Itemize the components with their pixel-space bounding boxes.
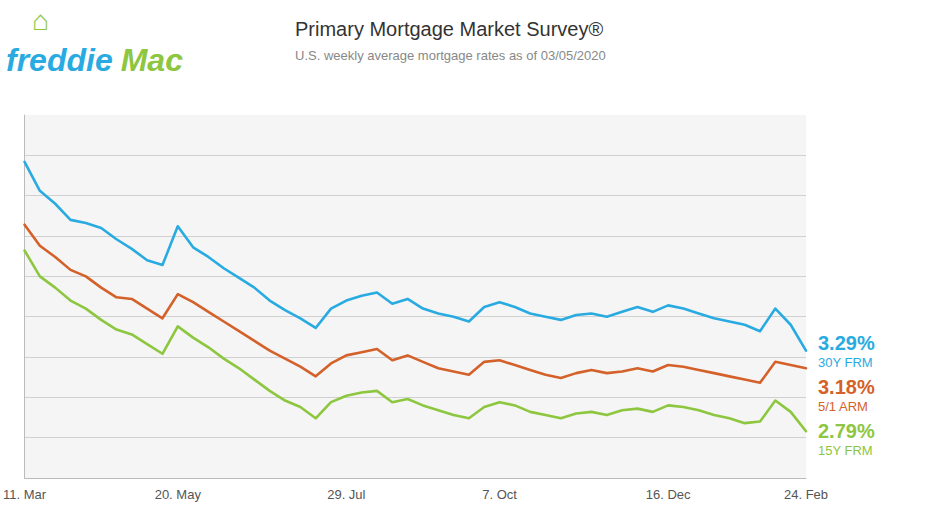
svg-text:⌂: ⌂ xyxy=(32,5,49,36)
svg-text:3.18%: 3.18% xyxy=(818,376,875,398)
svg-text:29. Jul: 29. Jul xyxy=(327,487,365,502)
svg-text:freddie: freddie xyxy=(6,42,113,78)
svg-text:30Y FRM: 30Y FRM xyxy=(818,355,873,370)
svg-text:11. Mar: 11. Mar xyxy=(3,487,47,502)
svg-text:U.S. weekly average mortgage r: U.S. weekly average mortgage rates as of… xyxy=(295,48,606,63)
svg-text:24. Feb: 24. Feb xyxy=(784,487,828,502)
svg-text:16. Dec: 16. Dec xyxy=(646,487,691,502)
svg-text:2.79%: 2.79% xyxy=(818,420,875,442)
svg-text:7. Oct: 7. Oct xyxy=(482,487,517,502)
svg-text:15Y FRM: 15Y FRM xyxy=(818,443,873,458)
svg-text:5/1 ARM: 5/1 ARM xyxy=(818,399,868,414)
svg-text:Mac: Mac xyxy=(121,42,183,78)
svg-text:Primary Mortgage Market Survey: Primary Mortgage Market Survey® xyxy=(295,18,603,40)
svg-text:3.29%: 3.29% xyxy=(818,332,875,354)
svg-text:20. May: 20. May xyxy=(155,487,202,502)
